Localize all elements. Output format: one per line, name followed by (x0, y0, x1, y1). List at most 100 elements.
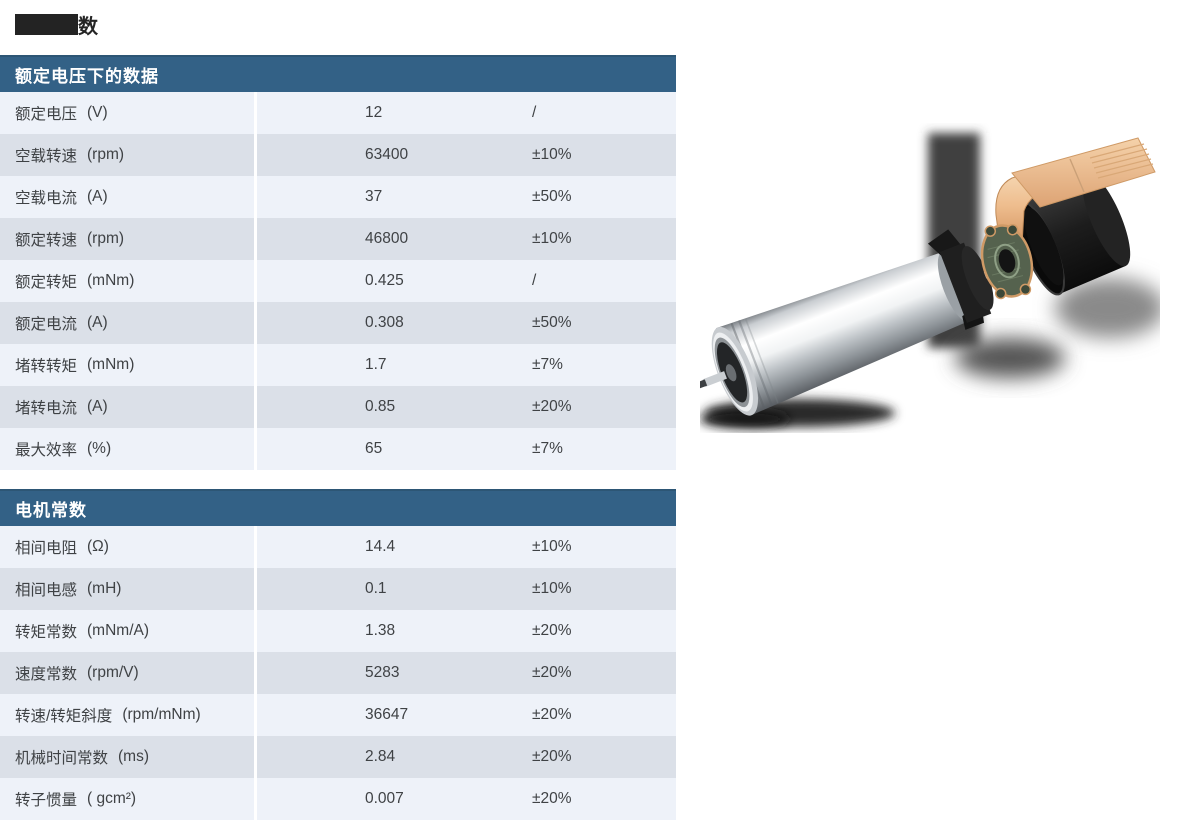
row-label: 堵转电流 (15, 400, 78, 417)
row-unit: (rpm) (87, 146, 125, 163)
row-label-cell: 堵转转矩 (mNm) (0, 344, 257, 386)
row-label: 转矩常数 (15, 624, 78, 641)
table-row: 转子惯量 ( gcm²) 0.007 ±20% (0, 778, 676, 820)
table-row: 额定转速 (rpm) 46800 ±10% (0, 218, 676, 260)
table-row: 相间电感 (mH) 0.1 ±10% (0, 568, 676, 610)
row-tolerance: ±50% (532, 314, 572, 331)
row-label: 机械时间常数 (15, 750, 109, 767)
row-label-cell: 相间电阻 (Ω) (0, 526, 257, 568)
row-unit: (rpm/mNm) (122, 706, 201, 723)
row-tolerance: ±7% (532, 440, 563, 457)
row-label-cell: 额定电压 (V) (0, 92, 257, 134)
row-value: 65 (365, 440, 383, 457)
row-unit: (rpm) (87, 230, 125, 247)
row-value: 14.4 (365, 538, 396, 555)
row-label-cell: 空载转速 (rpm) (0, 134, 257, 176)
row-label: 堵转转矩 (15, 358, 78, 375)
row-value: 0.1 (365, 580, 387, 597)
page-title-text: 数 (78, 15, 99, 38)
table-row: 额定电压 (V) 12 / (0, 92, 676, 134)
row-unit: (rpm/V) (87, 664, 139, 681)
table-row: 堵转转矩 (mNm) 1.7 ±7% (0, 344, 676, 386)
motor-product-image (700, 133, 1160, 428)
row-tolerance: ±10% (532, 580, 572, 597)
row-label: 最大效率 (15, 442, 78, 459)
row-unit: (A) (87, 188, 108, 205)
row-tolerance: ±50% (532, 188, 572, 205)
row-value: 37 (365, 188, 383, 205)
row-value: 63400 (365, 146, 409, 163)
table-row: 转矩常数 (mNm/A) 1.38 ±20% (0, 610, 676, 652)
row-value: 36647 (365, 706, 409, 723)
rated-voltage-table: 额定电压下的数据 额定电压 (V) 12 / 空载转速 (rpm) 63400 … (0, 55, 676, 470)
row-unit: (ms) (118, 748, 150, 765)
row-value: 0.85 (365, 398, 396, 415)
row-label: 空载电流 (15, 190, 78, 207)
table-row: 转速/转矩斜度 (rpm/mNm) 36647 ±20% (0, 694, 676, 736)
photo-shadow (1055, 278, 1160, 338)
row-tolerance: / (532, 104, 537, 121)
row-value: 5283 (365, 664, 400, 681)
row-label: 空载转速 (15, 148, 78, 165)
row-tolerance: ±20% (532, 664, 572, 681)
table-rows: 相间电阻 (Ω) 14.4 ±10% 相间电感 (mH) 0.1 ±10% 转矩… (0, 526, 676, 820)
row-tolerance: ±10% (532, 538, 572, 555)
motor-constants-table: 电机常数 相间电阻 (Ω) 14.4 ±10% 相间电感 (mH) 0.1 ±1… (0, 489, 676, 820)
row-tolerance: ±20% (532, 790, 572, 807)
row-label: 额定转速 (15, 232, 78, 249)
row-label-cell: 最大效率 (%) (0, 428, 257, 470)
row-unit: (mNm) (87, 272, 135, 289)
row-label: 转速/转矩斜度 (15, 708, 113, 725)
row-label: 额定电压 (15, 106, 78, 123)
row-unit: (mNm) (87, 356, 135, 373)
motor-body (700, 229, 1003, 416)
row-label: 额定转矩 (15, 274, 78, 291)
row-label-cell: 空载电流 (A) (0, 176, 257, 218)
photo-shadow (955, 338, 1065, 378)
row-label-cell: 转子惯量 ( gcm²) (0, 778, 257, 820)
row-tolerance: ±10% (532, 146, 572, 163)
row-label: 转子惯量 (15, 792, 78, 809)
row-value: 0.308 (365, 314, 404, 331)
row-label-cell: 相间电感 (mH) (0, 568, 257, 610)
row-unit: ( gcm²) (87, 790, 137, 807)
table-row: 空载转速 (rpm) 63400 ±10% (0, 134, 676, 176)
row-unit: (A) (87, 314, 108, 331)
table-row: 机械时间常数 (ms) 2.84 ±20% (0, 736, 676, 778)
table-header: 电机常数 (0, 489, 676, 526)
row-value: 0.425 (365, 272, 404, 289)
photo-shadow (700, 410, 790, 428)
table-row: 空载电流 (A) 37 ±50% (0, 176, 676, 218)
row-value: 1.7 (365, 356, 387, 373)
title-redaction-box (15, 13, 78, 35)
row-unit: (V) (87, 104, 108, 121)
row-tolerance: ±20% (532, 748, 572, 765)
page-title: 数 (15, 11, 99, 38)
row-label: 额定电流 (15, 316, 78, 333)
row-unit: (Ω) (87, 538, 109, 555)
row-label-cell: 转矩常数 (mNm/A) (0, 610, 257, 652)
encoder-pcb (980, 223, 1034, 300)
row-label-cell: 机械时间常数 (ms) (0, 736, 257, 778)
row-unit: (%) (87, 440, 112, 457)
row-label-cell: 速度常数 (rpm/V) (0, 652, 257, 694)
table-header: 额定电压下的数据 (0, 55, 676, 92)
row-value: 0.007 (365, 790, 404, 807)
row-label-cell: 转速/转矩斜度 (rpm/mNm) (0, 694, 257, 736)
table-row: 速度常数 (rpm/V) 5283 ±20% (0, 652, 676, 694)
table-row: 相间电阻 (Ω) 14.4 ±10% (0, 526, 676, 568)
table-row: 额定电流 (A) 0.308 ±50% (0, 302, 676, 344)
row-value: 12 (365, 104, 383, 121)
row-value: 1.38 (365, 622, 396, 639)
row-label-cell: 额定电流 (A) (0, 302, 257, 344)
row-tolerance: ±20% (532, 398, 572, 415)
table-row: 堵转电流 (A) 0.85 ±20% (0, 386, 676, 428)
row-label: 速度常数 (15, 666, 78, 683)
row-value: 46800 (365, 230, 409, 247)
row-label-cell: 堵转电流 (A) (0, 386, 257, 428)
table-row: 额定转矩 (mNm) 0.425 / (0, 260, 676, 302)
row-unit: (mNm/A) (87, 622, 150, 639)
row-unit: (mH) (87, 580, 122, 597)
row-label: 相间电阻 (15, 540, 78, 557)
row-label-cell: 额定转矩 (mNm) (0, 260, 257, 302)
